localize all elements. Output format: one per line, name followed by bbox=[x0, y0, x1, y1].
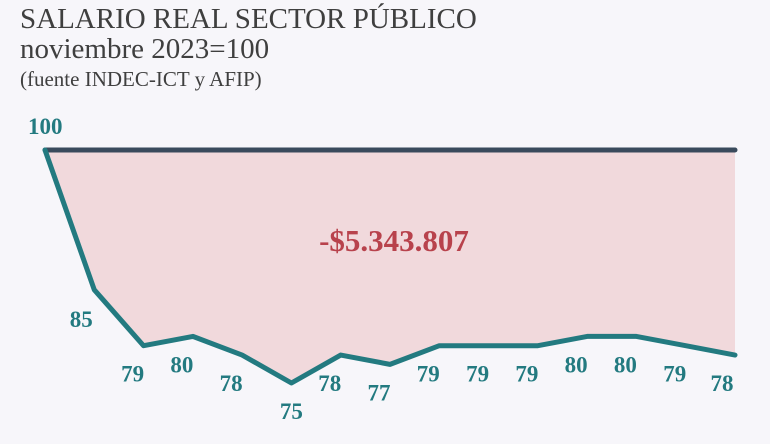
point-label: 79 bbox=[417, 362, 440, 387]
baseline-label: 100 bbox=[28, 114, 63, 139]
gap-annotation: -$5.343.807 bbox=[319, 223, 469, 258]
point-label: 79 bbox=[515, 362, 538, 387]
point-label: 78 bbox=[220, 371, 243, 396]
point-label: 85 bbox=[70, 307, 93, 332]
point-label: 79 bbox=[663, 362, 686, 387]
chart-title: SALARIO REAL SECTOR PÚBLICO bbox=[20, 3, 477, 35]
point-label: 79 bbox=[121, 362, 144, 387]
series-line bbox=[42, 147, 738, 386]
point-label: 75 bbox=[280, 399, 303, 424]
gap-area bbox=[45, 150, 735, 383]
chart-subtitle: noviembre 2023=100 bbox=[20, 33, 270, 65]
chart-source: (fuente INDEC-ICT y AFIP) bbox=[20, 67, 262, 91]
point-label: 79 bbox=[466, 362, 489, 387]
point-labels: 85 79 80 78 75 78 77 79 79 79 80 80 79 78 bbox=[70, 307, 734, 424]
point-label: 77 bbox=[368, 380, 391, 405]
point-label: 80 bbox=[565, 352, 588, 377]
point-label: 80 bbox=[614, 352, 637, 377]
point-label: 78 bbox=[711, 371, 734, 396]
point-label: 78 bbox=[318, 371, 341, 396]
point-label: 80 bbox=[170, 352, 193, 377]
title-block: SALARIO REAL SECTOR PÚBLICO noviembre 20… bbox=[20, 4, 477, 93]
